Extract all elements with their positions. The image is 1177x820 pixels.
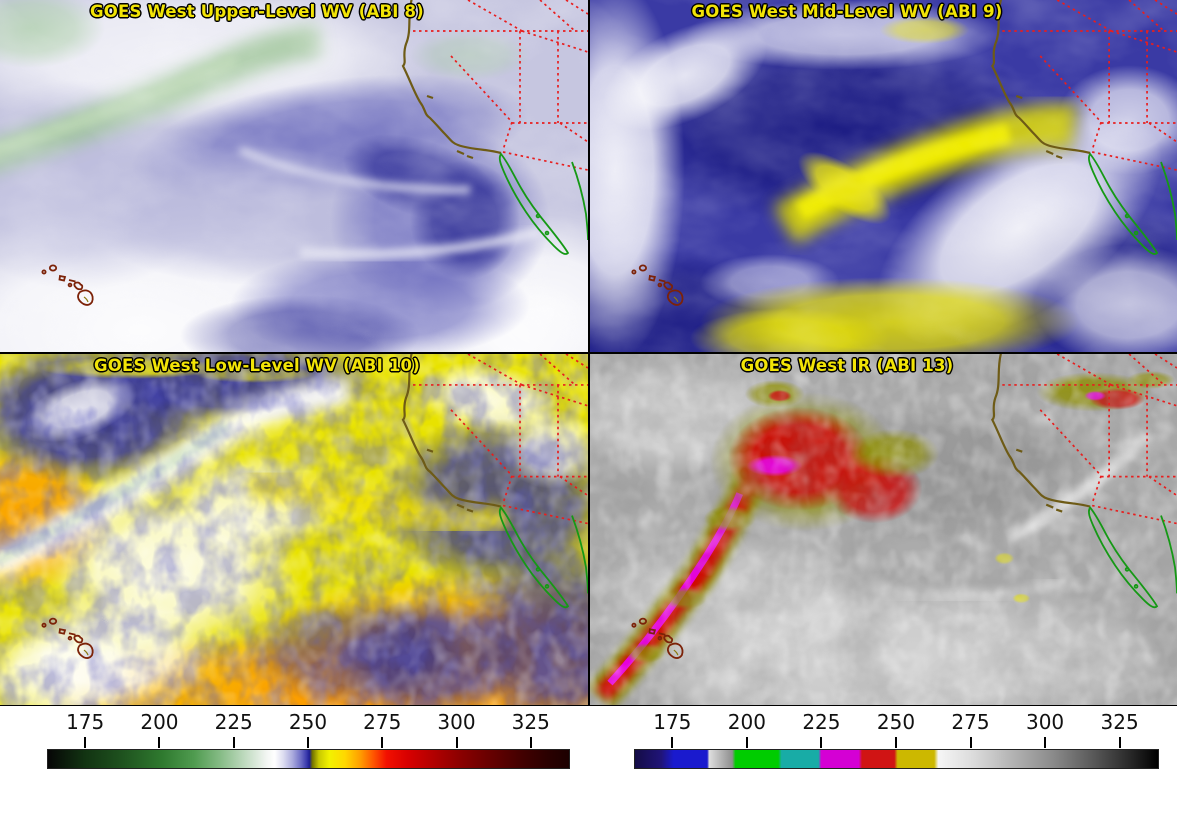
colorbar-tick-label: 325 xyxy=(1100,710,1139,734)
footer: 175 200 225 250 275 300 325 175 200 225 … xyxy=(0,706,1177,820)
colorbar-tick-label: 200 xyxy=(727,710,766,734)
colorbar-tick: 300 xyxy=(1015,710,1075,748)
colorbar-tick-mark xyxy=(1044,737,1047,748)
upper-level-wv-image xyxy=(0,0,588,352)
colorbar-tick-mark xyxy=(306,737,309,748)
mid-level-wv-image xyxy=(590,0,1177,352)
colorbar-tick: 225 xyxy=(204,710,264,748)
colorbar-tick: 275 xyxy=(941,710,1001,748)
panel-grid: GOES West Upper-Level WV (ABI 8) xyxy=(0,0,1177,706)
colorbar-tick: 300 xyxy=(427,710,487,748)
colorbar-tick-label: 275 xyxy=(363,710,402,734)
colorbar-tick-label: 200 xyxy=(140,710,179,734)
colorbar-tick-label: 325 xyxy=(511,710,550,734)
colorbar-tick: 175 xyxy=(642,710,702,748)
colorbar-tick-mark xyxy=(84,737,87,748)
panel-mid-level-wv: GOES West Mid-Level WV (ABI 9) xyxy=(590,0,1177,352)
colorbar-tick: 250 xyxy=(866,710,926,748)
colorbar-tick: 250 xyxy=(278,710,338,748)
colorbar-tick-mark xyxy=(158,737,161,748)
colorbar-tick-mark xyxy=(969,737,972,748)
colorbar-tick-mark xyxy=(745,737,748,748)
colorbar-tick-label: 275 xyxy=(951,710,990,734)
colorbar-tick-mark xyxy=(894,737,897,748)
colorbar-tick-label: 250 xyxy=(288,710,328,734)
colorbar-tick: 275 xyxy=(352,710,412,748)
panel-title-upper-wv: GOES West Upper-Level WV (ABI 8) xyxy=(90,2,424,21)
panel-title-ir: GOES West IR (ABI 13) xyxy=(740,356,954,375)
colorbar-wv: 175 200 225 250 275 300 325 xyxy=(47,710,570,770)
panel-ir: GOES West IR (ABI 13) xyxy=(590,354,1177,705)
ir-image xyxy=(590,354,1177,705)
colorbar-ir: 175 200 225 250 275 300 325 xyxy=(634,710,1159,770)
colorbar-tick-mark xyxy=(232,737,235,748)
colorbar-tick-mark xyxy=(1118,737,1121,748)
colorbar-tick: 200 xyxy=(129,710,189,748)
colorbar-tick-label: 250 xyxy=(876,710,916,734)
colorbar-tick-mark xyxy=(671,737,674,748)
panel-low-level-wv: GOES West Low-Level WV (ABI 10) xyxy=(0,354,588,705)
colorbar-tick-label: 300 xyxy=(437,710,476,734)
colorbar-tick-label: 300 xyxy=(1025,710,1065,734)
colorbar-tick: 200 xyxy=(717,710,777,748)
panel-title-low-wv: GOES West Low-Level WV (ABI 10) xyxy=(94,356,420,375)
ir-colorbar-gradient xyxy=(634,749,1159,769)
colorbar-tick-mark xyxy=(381,737,384,748)
colorbar-tick-label: 225 xyxy=(214,710,253,734)
colorbar-tick: 325 xyxy=(501,710,561,748)
panel-upper-level-wv: GOES West Upper-Level WV (ABI 8) xyxy=(0,0,588,352)
colorbar-tick-label: 175 xyxy=(66,710,105,734)
colorbar-tick-mark xyxy=(529,737,532,748)
colorbar-tick-mark xyxy=(820,737,823,748)
colorbar-tick: 175 xyxy=(55,710,115,748)
colorbar-tick: 225 xyxy=(791,710,851,748)
colorbar-tick-label: 175 xyxy=(653,710,692,734)
panel-title-mid-wv: GOES West Mid-Level WV (ABI 9) xyxy=(691,2,1003,21)
wv-colorbar-gradient xyxy=(47,749,570,769)
low-level-wv-image xyxy=(0,354,588,705)
colorbar-tick-mark xyxy=(455,737,458,748)
colorbar-tick-label: 225 xyxy=(802,710,841,734)
colorbar-tick: 325 xyxy=(1090,710,1150,748)
